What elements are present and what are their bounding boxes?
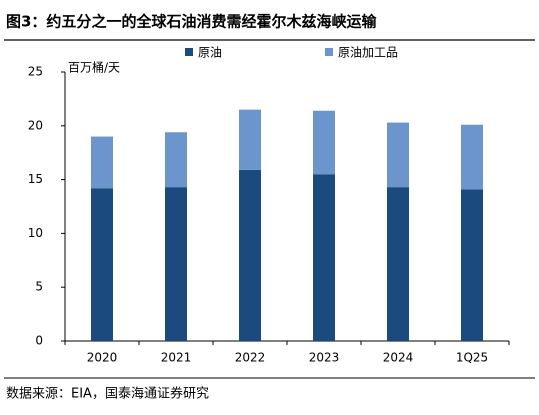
y-tick-label: 15 [28,172,43,186]
bar-segment [313,110,335,175]
y-tick-label: 20 [28,118,43,132]
bar-segment [91,136,113,189]
legend-label: 原油 [198,46,222,60]
legend-swatch [325,48,333,56]
source: 数据来源：EIA，国泰海通证券研究 [6,386,209,402]
bar-segment [91,188,113,341]
bar-segment [461,189,483,341]
chart-title: 图3：约五分之一的全球石油消费需经霍尔木兹海峡运输 [6,13,377,31]
y-tick-label: 10 [28,226,43,240]
bar-segment [165,187,187,341]
bar-segment [461,124,483,190]
bar-segment [239,109,261,170]
x-tick-label: 2023 [309,351,340,365]
bar-segment [239,169,261,341]
legend-label: 原油加工品 [338,46,398,60]
x-tick-label: 2024 [383,351,414,365]
x-tick-label: 2020 [87,351,118,365]
y-tick-label: 0 [35,334,43,348]
x-tick-label: 2021 [161,351,192,365]
bar-segment [165,132,187,188]
x-tick-label: 1Q25 [456,351,488,365]
x-tick-label: 2022 [235,351,266,365]
bar-segment [387,122,409,188]
legend-swatch [185,48,193,56]
bar-segment [387,187,409,341]
y-axis-label: 百万桶/天 [68,60,120,75]
y-tick-label: 5 [35,280,43,294]
y-tick-label: 25 [28,65,43,79]
bar-segment [313,174,335,341]
